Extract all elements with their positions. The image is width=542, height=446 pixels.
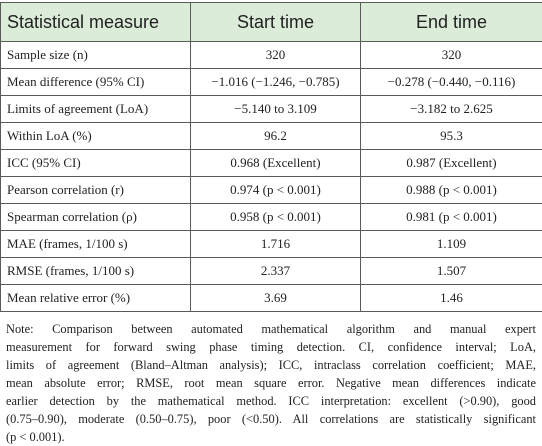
footnote-line: (0.75–0.90), moderate (0.50–0.75), poor … — [6, 410, 536, 428]
end-time-value: 320 — [361, 42, 542, 69]
table-header: Statistical measure Start time End time — [1, 3, 542, 42]
start-time-value: 320 — [191, 42, 361, 69]
row-label: RMSE (frames, 1/100 s) — [1, 258, 191, 285]
end-time-value: 1.109 — [361, 231, 542, 258]
end-time-value: −3.182 to 2.625 — [361, 96, 542, 123]
footnote-line: earlier detection by the mathematical me… — [6, 392, 536, 410]
start-time-value: 2.337 — [191, 258, 361, 285]
end-time-value: 95.3 — [361, 123, 542, 150]
table-body: Sample size (n) 320 320 Mean difference … — [1, 42, 542, 312]
row-label: Mean relative error (%) — [1, 285, 191, 312]
table-row: RMSE (frames, 1/100 s) 2.337 1.507 — [1, 258, 542, 285]
row-label: Sample size (n) — [1, 42, 191, 69]
footnote-line: mean absolute error; RMSE, root mean squ… — [6, 374, 536, 392]
row-label: Within LoA (%) — [1, 123, 191, 150]
start-time-value: 3.69 — [191, 285, 361, 312]
footnote-line: (p < 0.001). — [6, 428, 536, 446]
table-row: Limits of agreement (LoA) −5.140 to 3.10… — [1, 96, 542, 123]
row-label: Spearman correlation (ρ) — [1, 204, 191, 231]
row-label: ICC (95% CI) — [1, 150, 191, 177]
table-row: ICC (95% CI) 0.968 (Excellent) 0.987 (Ex… — [1, 150, 542, 177]
table-row: MAE (frames, 1/100 s) 1.716 1.109 — [1, 231, 542, 258]
table-row: Sample size (n) 320 320 — [1, 42, 542, 69]
table-row: Mean relative error (%) 3.69 1.46 — [1, 285, 542, 312]
footnote-line: Note: Comparison between automated mathe… — [6, 320, 536, 338]
start-time-value: 1.716 — [191, 231, 361, 258]
row-label: MAE (frames, 1/100 s) — [1, 231, 191, 258]
end-time-value: −0.278 (−0.440, −0.116) — [361, 69, 542, 96]
start-time-value: 96.2 — [191, 123, 361, 150]
end-time-value: 1.507 — [361, 258, 542, 285]
start-time-value: 0.974 (p < 0.001) — [191, 177, 361, 204]
start-time-value: 0.958 (p < 0.001) — [191, 204, 361, 231]
column-header-start-time: Start time — [191, 3, 361, 42]
start-time-value: −5.140 to 3.109 — [191, 96, 361, 123]
table-footnote: Note: Comparison between automated mathe… — [6, 320, 536, 446]
end-time-value: 0.981 (p < 0.001) — [361, 204, 542, 231]
table-row: Pearson correlation (r) 0.974 (p < 0.001… — [1, 177, 542, 204]
statistics-table: Statistical measure Start time End time … — [0, 2, 542, 312]
header-row: Statistical measure Start time End time — [1, 3, 542, 42]
end-time-value: 0.987 (Excellent) — [361, 150, 542, 177]
table-row: Mean difference (95% CI) −1.016 (−1.246,… — [1, 69, 542, 96]
end-time-value: 1.46 — [361, 285, 542, 312]
table-row: Within LoA (%) 96.2 95.3 — [1, 123, 542, 150]
row-label: Limits of agreement (LoA) — [1, 96, 191, 123]
end-time-value: 0.988 (p < 0.001) — [361, 177, 542, 204]
start-time-value: −1.016 (−1.246, −0.785) — [191, 69, 361, 96]
column-header-end-time: End time — [361, 3, 542, 42]
footnote-line: limits of agreement (Bland–Altman analys… — [6, 356, 536, 374]
footnote-line: measurement for forward swing phase timi… — [6, 338, 536, 356]
column-header-statistical-measure: Statistical measure — [1, 3, 191, 42]
start-time-value: 0.968 (Excellent) — [191, 150, 361, 177]
row-label: Pearson correlation (r) — [1, 177, 191, 204]
table-row: Spearman correlation (ρ) 0.958 (p < 0.00… — [1, 204, 542, 231]
row-label: Mean difference (95% CI) — [1, 69, 191, 96]
